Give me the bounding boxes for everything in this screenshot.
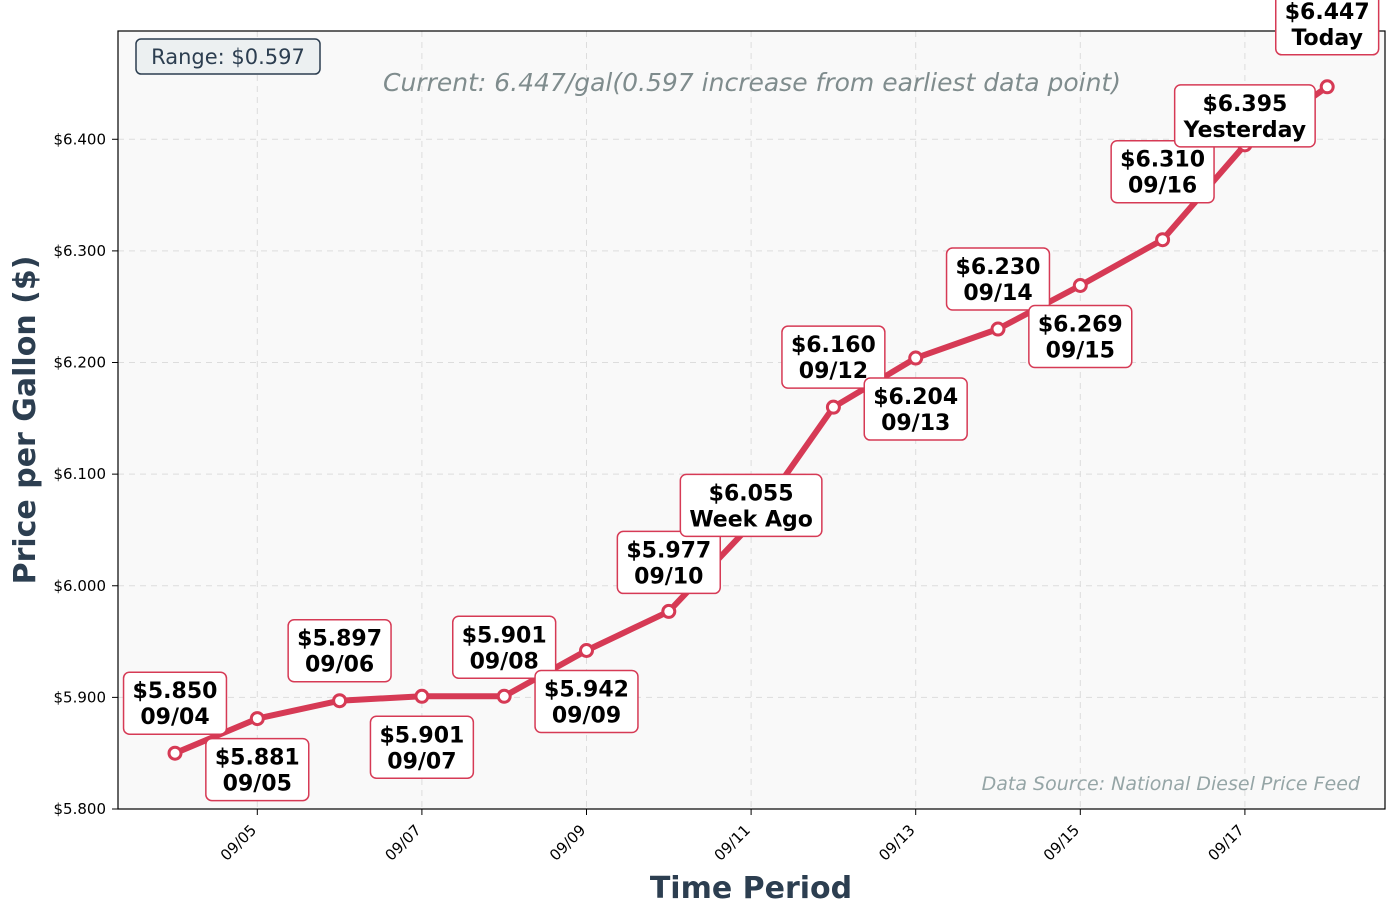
annotation-box bbox=[616, 530, 722, 595]
data-point bbox=[1155, 232, 1171, 248]
annotation-price: $6.204 bbox=[873, 385, 958, 410]
annotation-box bbox=[1173, 84, 1316, 148]
data-point bbox=[825, 399, 841, 415]
x-tick-label: 09/07 bbox=[381, 821, 424, 864]
y-tick-label: $6.400 bbox=[54, 130, 107, 148]
annotation-date: 09/12 bbox=[799, 359, 868, 384]
data-point bbox=[661, 603, 677, 619]
annotation-date: 09/15 bbox=[1046, 338, 1115, 363]
annotation-price: $5.850 bbox=[133, 679, 218, 704]
annotation-box bbox=[863, 377, 968, 441]
annotation-box bbox=[369, 715, 475, 780]
y-tick-label: $6.200 bbox=[54, 354, 107, 372]
y-tick-label: $6.000 bbox=[54, 577, 107, 595]
data-point bbox=[1072, 277, 1088, 293]
x-tick-label: 09/05 bbox=[217, 821, 260, 864]
x-axis-title: Time Period bbox=[650, 871, 852, 906]
y-axis-ticks: $5.800 $5.900 $6.000 $6.100 $6.200 $6.300 $6.4… bbox=[54, 130, 118, 818]
annotation-date: 09/10 bbox=[634, 564, 703, 589]
range-box: Range: $0.597 bbox=[135, 38, 321, 75]
annotation-date: 09/09 bbox=[552, 703, 621, 728]
annotation-date: 09/04 bbox=[140, 705, 209, 730]
annotation-box bbox=[534, 669, 639, 734]
x-tick-label: 09/15 bbox=[1040, 821, 1083, 864]
annotation-box bbox=[1110, 139, 1215, 204]
data-point bbox=[167, 745, 183, 761]
annotation-price: $5.897 bbox=[297, 627, 382, 652]
annotation-box bbox=[451, 615, 557, 680]
range-text: Range: $0.597 bbox=[151, 45, 305, 69]
annotation-date: 09/05 bbox=[223, 772, 292, 797]
annotation-box bbox=[679, 473, 823, 538]
x-tick-label: 09/09 bbox=[546, 821, 589, 864]
data-point bbox=[414, 688, 430, 704]
annotation-date: 09/16 bbox=[1128, 174, 1197, 199]
x-tick-label: 09/17 bbox=[1204, 821, 1247, 864]
annotation-box bbox=[1028, 304, 1133, 369]
annotation-price: $5.901 bbox=[462, 623, 547, 648]
data-point bbox=[579, 642, 594, 658]
annotation-price: $6.269 bbox=[1038, 312, 1123, 337]
data-point bbox=[990, 321, 1006, 337]
x-tick-label: 09/13 bbox=[875, 821, 918, 864]
annotation-date: Week Ago bbox=[689, 507, 813, 532]
data-point bbox=[249, 711, 265, 727]
data-point bbox=[908, 350, 924, 366]
annotation-box bbox=[205, 737, 310, 802]
y-axis-title: Price per Gallon ($) bbox=[8, 256, 43, 585]
annotation-date: Today bbox=[1291, 26, 1362, 51]
annotation-date: 09/07 bbox=[387, 749, 456, 774]
annotation-price: $5.881 bbox=[215, 746, 300, 771]
annotation-date: Yesterday bbox=[1183, 118, 1306, 143]
annotation-price: $5.977 bbox=[626, 538, 711, 563]
y-tick-label: $6.300 bbox=[54, 242, 107, 260]
annotation-box bbox=[781, 325, 886, 389]
data-point bbox=[1319, 79, 1335, 95]
data-point bbox=[496, 688, 512, 704]
annotation-price: $5.942 bbox=[544, 677, 629, 702]
annotation-box bbox=[287, 618, 392, 683]
annotation-date: 09/14 bbox=[963, 281, 1032, 306]
x-tick-label: 09/11 bbox=[711, 821, 754, 864]
annotation-date: 09/13 bbox=[881, 411, 950, 436]
annotation-price: $5.901 bbox=[379, 723, 464, 748]
annotation-date: 09/08 bbox=[470, 649, 539, 674]
annotation-box bbox=[945, 247, 1051, 311]
x-axis-ticks: 09/05 09/07 09/09 09/11 09/13 09/15 09/17 bbox=[217, 809, 1248, 864]
data-point bbox=[332, 693, 348, 709]
data-source-note: Data Source: National Diesel Price Feed bbox=[982, 773, 1361, 795]
annotation-box bbox=[122, 671, 228, 735]
y-tick-label: $5.900 bbox=[54, 688, 107, 706]
point-annotations: $5.85009/04$5.88109/05$5.89709/06$5.9010… bbox=[122, 0, 1380, 802]
annotation-price: $6.160 bbox=[791, 333, 876, 358]
y-tick-label: $5.800 bbox=[54, 800, 107, 818]
annotation-price: $6.310 bbox=[1120, 148, 1205, 173]
annotation-price: $6.055 bbox=[709, 481, 794, 506]
annotation-date: 09/06 bbox=[305, 653, 374, 678]
annotation-price: $6.447 bbox=[1285, 0, 1370, 25]
chart-subtitle: Current: 6.447/gal(0.597 increase from e… bbox=[383, 68, 1121, 97]
annotation-box bbox=[1274, 0, 1380, 56]
y-tick-label: $6.100 bbox=[54, 465, 107, 483]
annotation-price: $6.230 bbox=[956, 255, 1041, 280]
annotation-price: $6.395 bbox=[1202, 92, 1287, 117]
